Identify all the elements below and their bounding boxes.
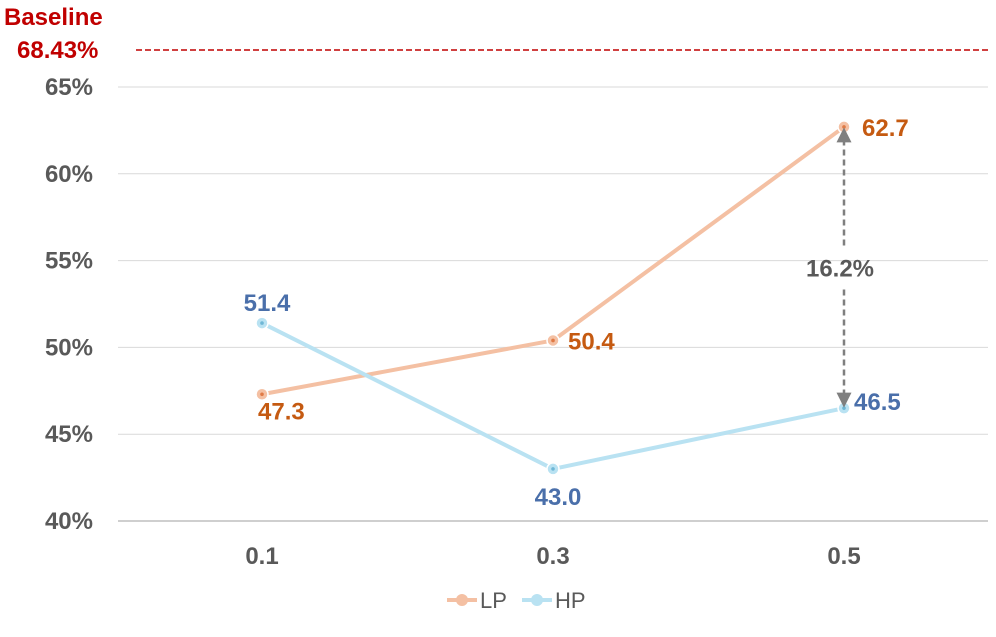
series-hp: 51.4 43.0 46.5	[244, 290, 901, 511]
legend-item-lp: LP	[447, 588, 507, 613]
baseline-annotation: Baseline 68.43%	[4, 4, 988, 64]
y-tick-label: 50%	[45, 334, 93, 361]
data-point-core	[551, 467, 555, 471]
y-tick-label: 65%	[45, 74, 93, 101]
legend-label-hp: HP	[555, 588, 586, 613]
y-tick-label: 45%	[45, 421, 93, 448]
y-tick-label: 40%	[45, 508, 93, 535]
x-tick-label: 0.3	[536, 543, 569, 570]
legend: LP HP	[447, 588, 586, 613]
series-lp: 47.3 50.4 62.7	[255, 115, 909, 425]
y-axis-ticks: 40% 45% 50% 55% 60% 65%	[45, 74, 93, 535]
data-label-hp: 51.4	[244, 290, 291, 317]
data-label-lp: 47.3	[258, 398, 305, 425]
legend-item-hp: HP	[522, 588, 586, 613]
x-tick-label: 0.1	[245, 543, 278, 570]
series-lines: 47.3 50.4 62.7 51.4 43.0 46.5	[244, 115, 909, 511]
x-axis-ticks: 0.1 0.3 0.5	[245, 543, 860, 570]
legend-marker-lp	[456, 594, 468, 606]
data-point-core	[551, 338, 555, 343]
y-tick-label: 55%	[45, 248, 93, 275]
data-point-core	[260, 321, 264, 325]
y-tick-label: 60%	[45, 161, 93, 188]
data-label-lp: 62.7	[862, 115, 909, 142]
difference-label: 16.2%	[806, 256, 874, 283]
data-point-core	[842, 125, 846, 129]
data-label-lp: 50.4	[568, 328, 615, 355]
x-tick-label: 0.5	[827, 543, 860, 570]
data-point-core	[842, 406, 846, 410]
data-label-hp: 43.0	[535, 484, 582, 511]
legend-label-lp: LP	[480, 588, 507, 613]
baseline-value-label: 68.43%	[17, 37, 98, 64]
gridlines	[118, 86, 988, 522]
legend-marker-hp	[531, 594, 543, 606]
data-point-core	[260, 392, 264, 397]
data-label-hp: 46.5	[854, 389, 901, 416]
difference-annotation: 16.2%	[806, 127, 874, 408]
baseline-label: Baseline	[4, 4, 103, 31]
